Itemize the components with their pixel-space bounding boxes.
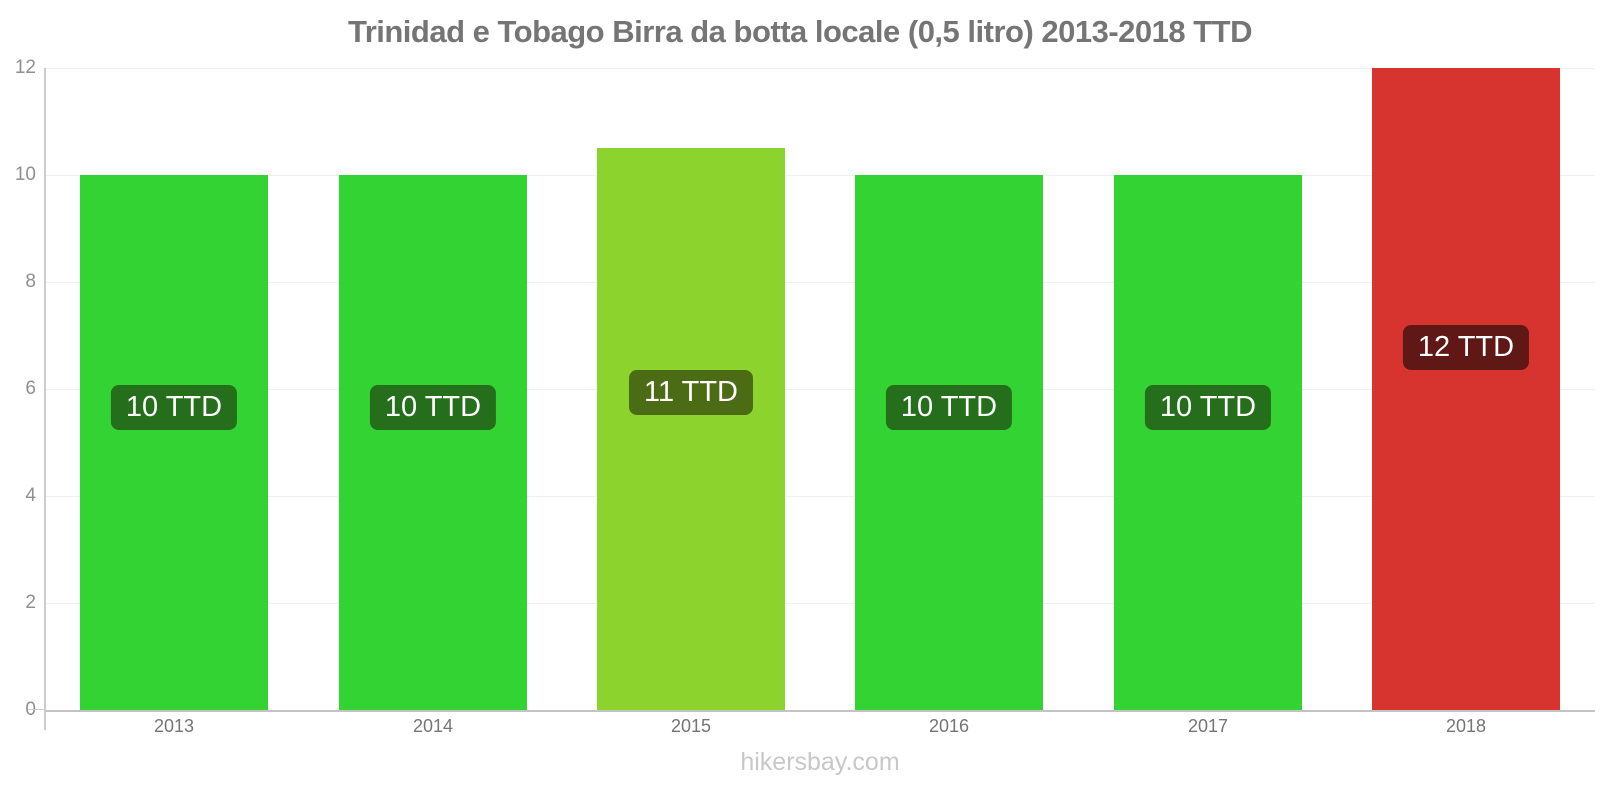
y-axis-tick-label: 4	[25, 485, 36, 506]
x-axis-label-2014: 2014	[412, 716, 454, 736]
gridline-y-10	[45, 175, 1595, 176]
x-axis-baseline	[45, 710, 1595, 712]
y-axis-tick-label: 8	[25, 271, 36, 292]
bar-value-badge-2016: 10 TTD	[885, 385, 1013, 430]
y-axis-line	[44, 68, 46, 730]
watermark: hikersbay.com	[740, 748, 900, 776]
bar-2014[interactable]	[339, 175, 527, 710]
y-axis-tick-label: 12	[14, 57, 36, 78]
gridline-y-12	[45, 68, 1595, 69]
x-axis-label-2013: 2013	[153, 716, 195, 736]
x-axis-label-2016: 2016	[928, 716, 970, 736]
bar-value-badge-2014: 10 TTD	[369, 385, 497, 430]
y-axis-tick-label: 10	[14, 164, 36, 185]
bar-value-badge-2013: 10 TTD	[110, 385, 238, 430]
x-axis-label-2015: 2015	[670, 716, 712, 736]
bar-value-badge-2018: 12 TTD	[1402, 325, 1530, 370]
y-axis-tick-label: 2	[25, 592, 36, 613]
bar-value-badge-2015: 11 TTD	[628, 370, 754, 415]
y-axis-tick-label: 6	[25, 378, 36, 399]
y-axis-tick-label: 0	[0, 699, 36, 721]
x-axis-label-2018: 2018	[1445, 716, 1487, 736]
bar-2017[interactable]	[1114, 175, 1302, 710]
x-axis-label-2017: 2017	[1187, 716, 1229, 736]
bar-2018[interactable]	[1372, 68, 1560, 710]
gridline-y-2	[45, 603, 1595, 604]
bar-2013[interactable]	[80, 175, 268, 710]
bar-value-badge-2017: 10 TTD	[1144, 385, 1272, 430]
gridline-y-8	[45, 282, 1595, 283]
gridline-y-4	[45, 496, 1595, 497]
bar-2015[interactable]	[597, 148, 785, 710]
chart-title: Trinidad e Tobago Birra da botta locale …	[347, 14, 1253, 49]
gridline-y-6	[45, 389, 1595, 390]
y-axis-zero-tick	[28, 709, 45, 710]
bar-2016[interactable]	[855, 175, 1043, 710]
